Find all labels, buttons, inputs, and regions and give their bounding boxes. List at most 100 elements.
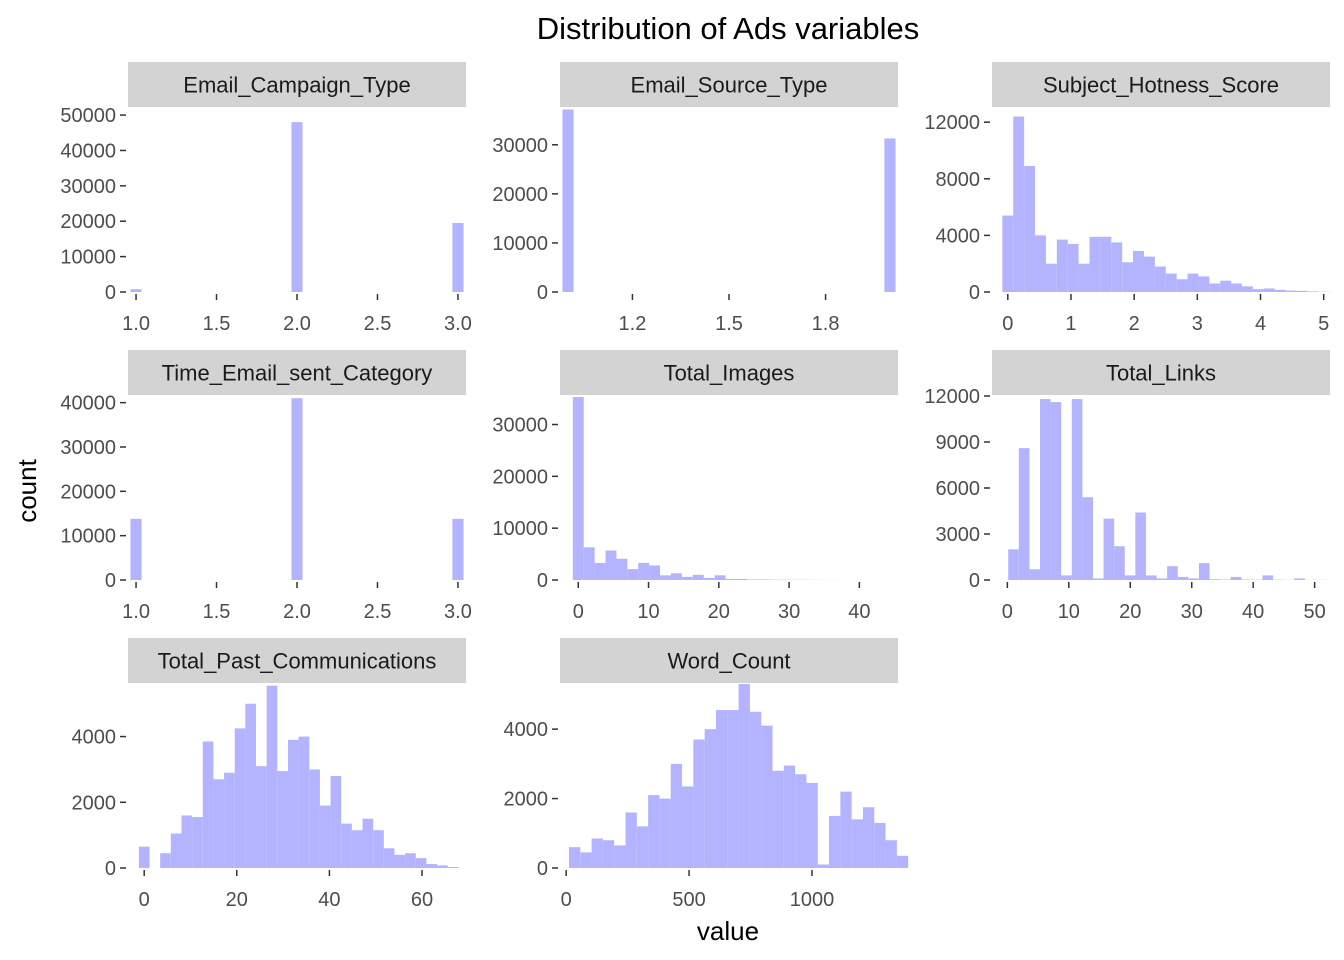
- y-tick-label: 4000: [72, 727, 117, 749]
- histogram-bar: [1045, 263, 1057, 292]
- histogram-bar: [1263, 288, 1275, 292]
- histogram-bar: [1176, 279, 1188, 292]
- x-tick-label: 40: [848, 601, 870, 623]
- histogram-bar: [1089, 236, 1101, 292]
- y-tick-label: 2000: [504, 789, 549, 811]
- facet-strip: [128, 638, 466, 683]
- histogram-bar: [192, 817, 203, 868]
- histogram-bar: [1209, 283, 1221, 292]
- x-tick-label: 2: [1129, 313, 1140, 335]
- x-tick-label: 2.5: [364, 601, 392, 623]
- histogram-bar: [1145, 575, 1157, 580]
- x-tick-label: 30: [1181, 601, 1203, 623]
- y-tick-label: 10000: [60, 247, 116, 269]
- x-tick-label: 1.5: [203, 313, 231, 335]
- facet-strip: [992, 62, 1330, 107]
- histogram-bar: [383, 848, 395, 868]
- histogram-bar: [1274, 289, 1286, 292]
- histogram-bar: [1103, 518, 1115, 580]
- histogram-bar: [291, 398, 303, 580]
- y-tick-label: 12000: [924, 112, 980, 134]
- y-tick-label: 3000: [936, 524, 981, 546]
- histogram-bar: [1071, 399, 1083, 580]
- histogram-bar: [1187, 273, 1199, 292]
- y-tick-label: 4000: [504, 719, 549, 741]
- histogram-bar: [829, 815, 841, 868]
- histogram-bar: [1167, 566, 1178, 580]
- histogram-bar: [298, 736, 310, 868]
- y-tick-label: 0: [105, 282, 116, 304]
- x-tick-label: 10: [1058, 601, 1080, 623]
- histogram-bar: [1013, 116, 1025, 292]
- y-tick-label: 10000: [60, 526, 116, 548]
- x-tick-label: 1.0: [122, 601, 150, 623]
- facet-strip-label: Time_Email_sent_Category: [162, 361, 433, 386]
- histogram-bar: [627, 569, 639, 580]
- histogram-bar: [660, 575, 671, 580]
- x-tick-label: 40: [318, 889, 340, 911]
- y-tick-label: 0: [537, 282, 548, 304]
- x-tick-label: 0: [1002, 313, 1013, 335]
- histogram-bar: [452, 518, 464, 580]
- histogram-bar: [341, 823, 352, 868]
- facet-strip: [128, 350, 466, 395]
- histogram-bar: [415, 858, 427, 868]
- facet-strip-label: Subject_Hotness_Score: [1043, 73, 1279, 98]
- y-tick-label: 2000: [72, 792, 117, 814]
- histogram-bar: [1067, 243, 1079, 292]
- y-tick-label: 9000: [936, 432, 981, 454]
- histogram-bar: [862, 807, 875, 868]
- y-tick-label: 8000: [936, 169, 981, 191]
- histogram-bar: [1078, 263, 1090, 292]
- y-axis-title: count: [12, 458, 42, 522]
- histogram-bar: [692, 574, 704, 580]
- histogram-bar: [625, 812, 637, 868]
- x-axis-title: value: [697, 916, 759, 946]
- histogram-bar: [1198, 563, 1210, 580]
- histogram-bar: [1035, 235, 1046, 292]
- histogram-bar: [266, 685, 278, 868]
- x-tick-label: 0: [573, 601, 584, 623]
- facet-panel-total-past-communications: Total_Past_Communications 0 2000 4000 0 20 40 6…: [72, 638, 466, 911]
- y-tick-label: 6000: [936, 478, 981, 500]
- histogram-bar: [287, 739, 299, 868]
- histogram-bar: [1135, 512, 1146, 580]
- histogram-bar: [213, 779, 225, 868]
- histogram-bar: [234, 728, 246, 868]
- histogram-bar: [1092, 578, 1104, 580]
- x-tick-label: 1000: [790, 889, 835, 911]
- histogram-bar: [817, 864, 830, 868]
- facet-panel-word-count: Word_Count 0 2000 4000 0 500 1000: [504, 638, 909, 911]
- histogram-bar: [616, 558, 628, 580]
- histogram-bar: [851, 819, 863, 868]
- y-tick-label: 0: [537, 858, 548, 880]
- histogram-bar: [437, 865, 448, 868]
- histogram-bar: [884, 138, 896, 292]
- histogram-bar: [636, 826, 649, 868]
- x-tick-label: 4: [1255, 313, 1266, 335]
- histogram-bar: [1220, 280, 1232, 292]
- histogram-bar: [1024, 166, 1036, 292]
- facet-strip: [560, 62, 898, 107]
- histogram-bar: [772, 770, 784, 868]
- histogram-bar: [256, 766, 267, 868]
- x-tick-label: 50: [1304, 601, 1326, 623]
- histogram-bar: [1198, 276, 1210, 292]
- x-tick-label: 1.5: [715, 313, 743, 335]
- histogram-bar: [562, 109, 574, 292]
- histogram-bar: [1209, 579, 1221, 580]
- y-tick-label: 40000: [60, 140, 116, 162]
- histogram-bar: [405, 853, 416, 868]
- histogram-bar: [885, 840, 897, 868]
- histogram-bar: [362, 818, 374, 868]
- histogram-bar: [1122, 262, 1134, 292]
- y-tick-label: 10000: [492, 518, 548, 540]
- y-tick-label: 0: [969, 570, 980, 592]
- histogram-bar: [583, 547, 595, 580]
- histogram-bar: [602, 840, 615, 868]
- y-tick-label: 50000: [60, 105, 116, 127]
- histogram-bar: [452, 223, 464, 292]
- x-tick-label: 0: [561, 889, 572, 911]
- facet-panel-email-source-type: Email_Source_Type 0 10000 20000 30000 1.2 1.5 1…: [492, 62, 898, 335]
